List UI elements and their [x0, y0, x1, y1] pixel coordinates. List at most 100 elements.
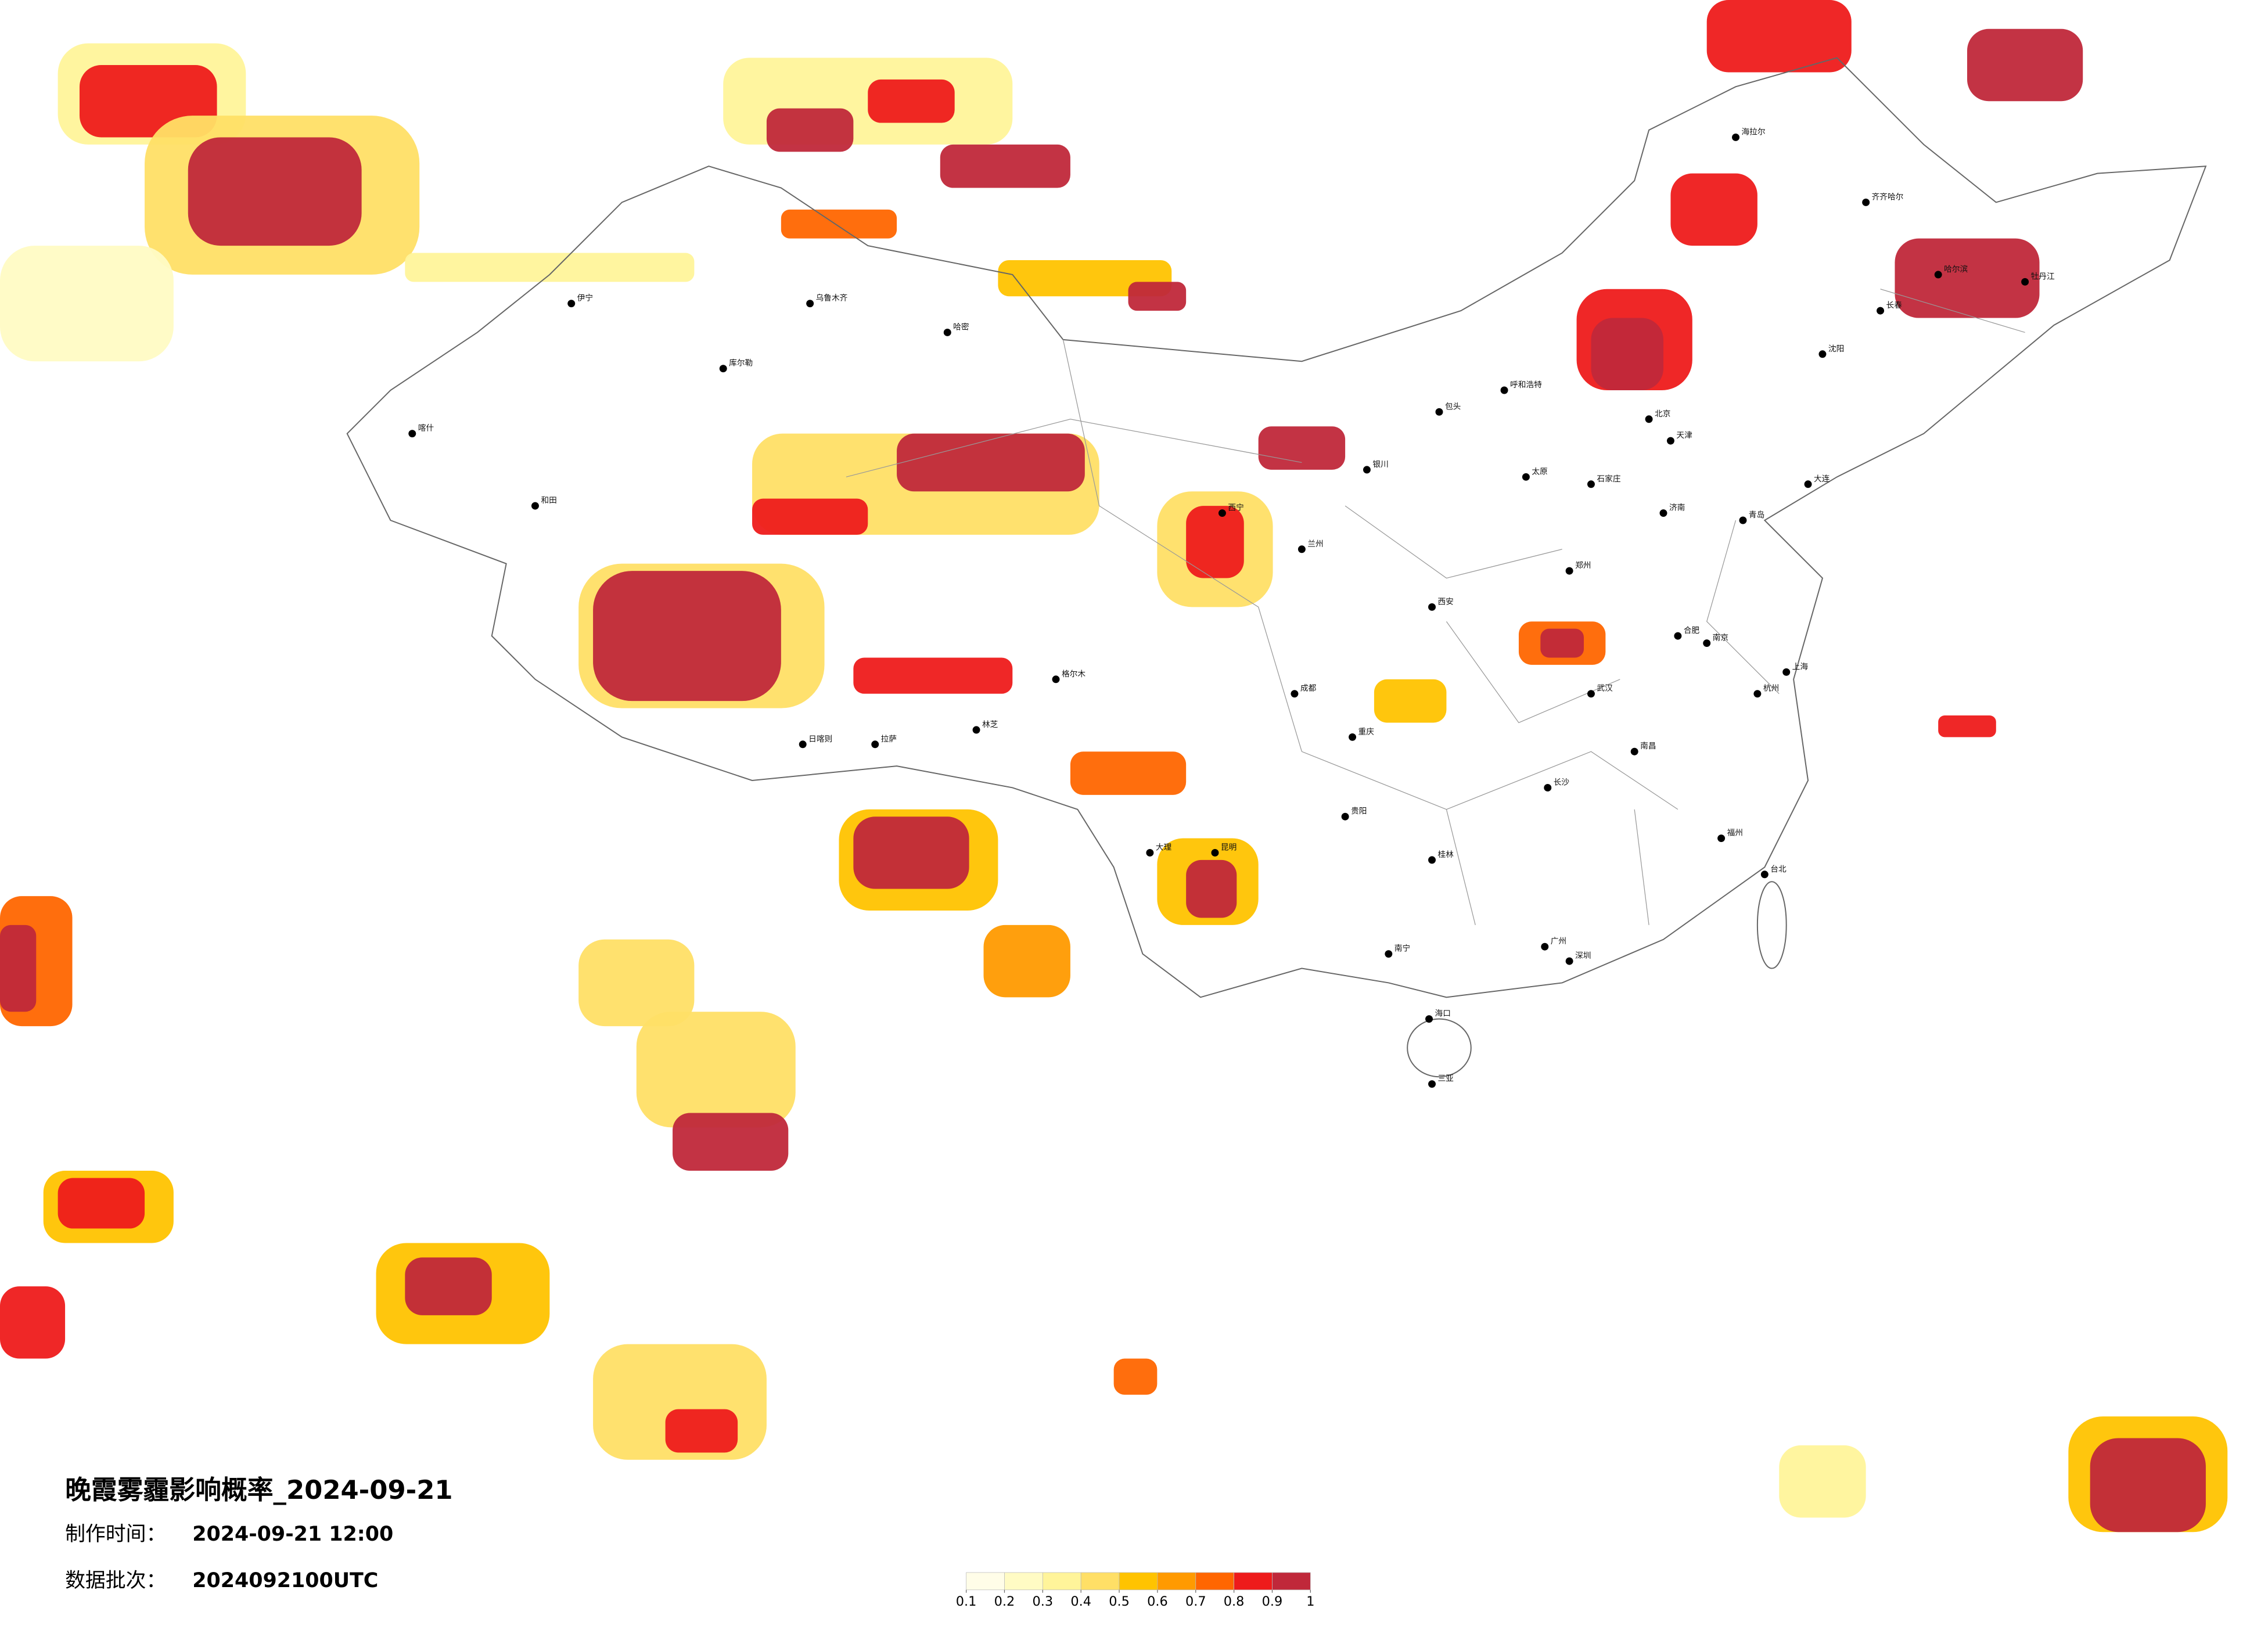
city-label: 济南	[1669, 503, 1685, 513]
haze-patch	[405, 253, 695, 282]
city-dot	[1760, 870, 1769, 879]
city-label: 昆明	[1221, 843, 1237, 852]
haze-patch	[1670, 173, 1757, 246]
city-dot	[1674, 632, 1682, 640]
haze-patch	[1779, 1445, 1866, 1518]
city-dot	[1428, 603, 1436, 611]
haze-patch	[1540, 628, 1584, 658]
colorbar-swatch	[1234, 1572, 1273, 1591]
haze-patch	[940, 144, 1070, 188]
city-dot	[1363, 466, 1371, 474]
city-label: 伊宁	[577, 293, 593, 303]
city-dot	[408, 430, 416, 438]
city-dot	[1522, 473, 1530, 481]
city-label: 库尔勒	[729, 359, 753, 368]
haze-patch	[752, 498, 868, 535]
colorbar-swatch	[1080, 1572, 1120, 1591]
city-label: 南宁	[1394, 944, 1410, 954]
colorbar-tick-label: 0.2	[994, 1594, 1015, 1609]
data-batch-label: 数据批次：	[65, 1569, 166, 1592]
city-dot	[1862, 198, 1870, 206]
city-label: 桂林	[1437, 850, 1454, 859]
city-dot	[1435, 408, 1443, 416]
city-label: 呼和浩特	[1510, 380, 1542, 390]
country-border	[346, 57, 2207, 998]
haze-patch	[1128, 282, 1187, 311]
haze-patch	[2090, 1438, 2206, 1533]
city-dot	[1587, 480, 1595, 488]
taiwan	[1756, 881, 1787, 969]
city-label: 喀什	[418, 424, 434, 433]
haze-patch	[0, 246, 174, 362]
city-label: 大理	[1156, 843, 1172, 852]
colorbar-tick-label: 0.3	[1033, 1594, 1054, 1609]
city-dot	[567, 300, 576, 308]
city-label: 兰州	[1307, 539, 1323, 549]
city-label: 台北	[1770, 865, 1787, 874]
haze-patch	[1591, 318, 1663, 390]
haze-patch	[57, 1178, 145, 1229]
hainan	[1407, 1018, 1472, 1078]
city-dot	[1659, 509, 1667, 517]
city-dot	[1349, 733, 1357, 741]
city-label: 杭州	[1763, 684, 1779, 693]
haze-patch	[868, 79, 955, 123]
city-dot	[1218, 509, 1226, 517]
city-label: 哈尔滨	[1944, 265, 1968, 274]
city-dot	[1341, 812, 1349, 821]
city-dot	[1666, 437, 1674, 445]
city-dot	[1703, 639, 1711, 647]
city-label: 三亚	[1437, 1074, 1454, 1084]
haze-patch	[1186, 859, 1237, 918]
haze-patch	[1895, 238, 2040, 318]
city-dot	[1739, 516, 1747, 524]
haze-patch	[1938, 715, 1996, 738]
colorbar: 0.1 0.2 0.3 0.4 0.5 0.6 0.7 0.8 0.9 1	[956, 1572, 1314, 1609]
colorbar-tick-label: 0.5	[1109, 1594, 1130, 1609]
haze-patch	[1706, 0, 1852, 73]
haze-patch	[1186, 506, 1244, 578]
city-dot	[1732, 133, 1739, 141]
haze-patch	[781, 209, 897, 239]
city-dot	[1717, 834, 1726, 843]
haze-patch	[673, 1113, 789, 1171]
city-label: 包头	[1445, 402, 1461, 411]
city-label: 哈密	[953, 322, 969, 332]
city-label: 沈阳	[1828, 344, 1844, 354]
city-dot	[972, 726, 980, 734]
city-label: 太原	[1532, 467, 1547, 476]
city-label: 海口	[1435, 1009, 1451, 1019]
haze-patch	[766, 108, 854, 152]
data-batch-value: 2024092100UTC	[192, 1569, 378, 1592]
production-time-label: 制作时间：	[65, 1523, 166, 1546]
city-label: 银川	[1372, 460, 1388, 469]
city-label: 林芝	[982, 720, 998, 729]
city-label: 上海	[1792, 662, 1809, 671]
colorbar-swatch	[1042, 1572, 1081, 1591]
province-borders	[846, 289, 2025, 926]
city-label: 成都	[1300, 684, 1317, 693]
city-label: 石家庄	[1597, 474, 1620, 484]
colorbar-tick-label: 0.1	[956, 1594, 977, 1609]
city-label: 日喀则	[808, 735, 832, 744]
city-dot	[1297, 545, 1306, 553]
city-label: 南昌	[1640, 742, 1656, 751]
city-label: 深圳	[1575, 951, 1591, 961]
city-label: 北京	[1655, 409, 1670, 419]
city-label: 格尔木	[1062, 670, 1086, 679]
city-dot	[1291, 690, 1299, 698]
haze-patch	[853, 816, 969, 889]
colorbar-tick-label: 0.8	[1224, 1594, 1245, 1609]
city-label: 南京	[1713, 634, 1728, 643]
city-dot	[1146, 848, 1154, 857]
city-dot	[1541, 942, 1549, 951]
city-dot	[871, 740, 879, 749]
city-dot	[719, 365, 727, 373]
city-dot	[943, 328, 951, 336]
city-label: 广州	[1551, 937, 1566, 946]
city-dot	[1052, 675, 1060, 684]
colorbar-tick-label: 0.7	[1185, 1594, 1206, 1609]
city-dot	[531, 502, 539, 510]
city-label: 长春	[1886, 301, 1903, 310]
